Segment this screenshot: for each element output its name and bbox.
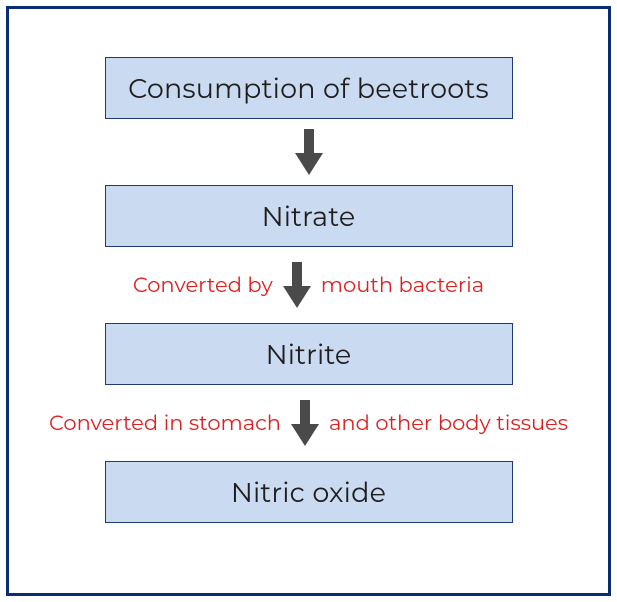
caption-right: and other body tissues xyxy=(329,411,568,436)
diagram-frame: Consumption of beetroots Nitrate Convert… xyxy=(6,6,611,596)
node-label: Consumption of beetroots xyxy=(128,72,489,105)
node-consumption: Consumption of beetroots xyxy=(105,57,513,119)
down-arrow-icon xyxy=(295,127,323,177)
caption-right: mouth bacteria xyxy=(321,273,484,298)
node-nitrite: Nitrite xyxy=(105,323,513,385)
caption-left: Converted by xyxy=(133,273,273,298)
node-nitric-oxide: Nitric oxide xyxy=(105,461,513,523)
down-arrow-icon xyxy=(283,260,311,310)
node-label: Nitrite xyxy=(266,338,352,371)
node-label: Nitric oxide xyxy=(231,476,386,509)
down-arrow-icon xyxy=(291,398,319,448)
arrow-2: Converted by mouth bacteria xyxy=(9,247,608,323)
arrow-1 xyxy=(9,119,608,185)
arrow-3: Converted in stomach and other body tiss… xyxy=(9,385,608,461)
node-label: Nitrate xyxy=(262,200,356,233)
node-nitrate: Nitrate xyxy=(105,185,513,247)
diagram-canvas: Consumption of beetroots Nitrate Convert… xyxy=(0,0,617,602)
caption-left: Converted in stomach xyxy=(49,411,281,436)
